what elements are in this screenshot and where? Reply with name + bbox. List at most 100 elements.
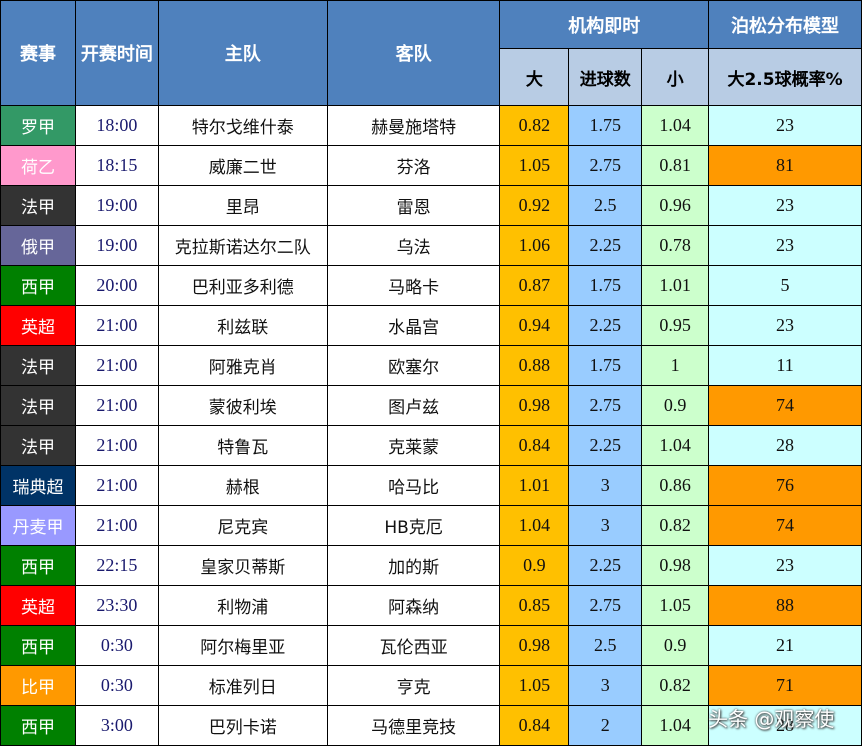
over25-probability: 71 <box>708 665 862 706</box>
kickoff-time: 21:00 <box>74 305 159 346</box>
home-team: 蒙彼利埃 <box>157 385 328 426</box>
table-row: 西甲 3:00 巴列卡诺 马德里竞技 0.84 2 1.04 28 <box>0 705 862 746</box>
goal-line: 2.25 <box>568 425 643 466</box>
over-odds: 0.98 <box>499 625 570 666</box>
away-team: 芬洛 <box>326 145 501 186</box>
table-row: 瑞典超 21:00 赫根 哈马比 1.01 3 0.86 76 <box>0 465 862 506</box>
away-team: 瓦伦西亚 <box>326 625 501 666</box>
over25-probability: 74 <box>708 385 862 426</box>
goal-line: 2.75 <box>568 145 643 186</box>
over25-probability: 23 <box>708 185 862 226</box>
goal-line: 2.25 <box>568 545 643 586</box>
home-team: 克拉斯诺达尔二队 <box>157 225 328 266</box>
league: 法甲 <box>0 345 76 386</box>
over25-probability: 23 <box>708 545 862 586</box>
home-team: 里昂 <box>157 185 328 226</box>
over-odds: 0.85 <box>499 585 570 626</box>
kickoff-time: 20:00 <box>74 265 159 306</box>
league: 法甲 <box>0 385 76 426</box>
goal-line: 2.5 <box>568 625 643 666</box>
under-odds: 0.86 <box>641 465 710 506</box>
league: 比甲 <box>0 665 76 706</box>
home-team: 利兹联 <box>157 305 328 346</box>
kickoff-time: 19:00 <box>74 225 159 266</box>
goal-line: 1.75 <box>568 265 643 306</box>
kickoff-time: 21:00 <box>74 505 159 546</box>
home-team: 威廉二世 <box>157 145 328 186</box>
under-odds: 0.96 <box>641 185 710 226</box>
under-odds: 0.98 <box>641 545 710 586</box>
home-team: 尼克宾 <box>157 505 328 546</box>
over-odds: 1.05 <box>499 665 570 706</box>
league: 西甲 <box>0 265 76 306</box>
league: 英超 <box>0 585 76 626</box>
away-team: 图卢兹 <box>326 385 501 426</box>
goal-line: 2.75 <box>568 585 643 626</box>
under-odds: 1 <box>641 345 710 386</box>
away-team: 克莱蒙 <box>326 425 501 466</box>
home-team: 特鲁瓦 <box>157 425 328 466</box>
under-odds: 0.78 <box>641 225 710 266</box>
under-odds: 0.95 <box>641 305 710 346</box>
over25-probability: 23 <box>708 305 862 346</box>
home-team: 皇家贝蒂斯 <box>157 545 328 586</box>
goal-line: 2.75 <box>568 385 643 426</box>
over-odds: 0.94 <box>499 305 570 346</box>
away-team: 雷恩 <box>326 185 501 226</box>
away-team: 阿森纳 <box>326 585 501 626</box>
kickoff-time: 21:00 <box>74 465 159 506</box>
goal-line: 3 <box>568 505 643 546</box>
league: 丹麦甲 <box>0 505 76 546</box>
header-under: 小 <box>641 48 710 106</box>
under-odds: 0.9 <box>641 385 710 426</box>
over25-probability: 88 <box>708 585 862 626</box>
home-team: 阿尔梅里亚 <box>157 625 328 666</box>
goal-line: 3 <box>568 665 643 706</box>
kickoff-time: 23:30 <box>74 585 159 626</box>
kickoff-time: 18:15 <box>74 145 159 186</box>
home-team: 巴列卡诺 <box>157 705 328 746</box>
away-team: 哈马比 <box>326 465 501 506</box>
kickoff-time: 22:15 <box>74 545 159 586</box>
table-row: 英超 21:00 利兹联 水晶宫 0.94 2.25 0.95 23 <box>0 305 862 346</box>
goal-line: 2 <box>568 705 643 746</box>
header-line: 进球数 <box>568 48 643 106</box>
over-odds: 1.04 <box>499 505 570 546</box>
away-team: 水晶宫 <box>326 305 501 346</box>
under-odds: 1.01 <box>641 265 710 306</box>
kickoff-time: 21:00 <box>74 425 159 466</box>
away-team: 欧塞尔 <box>326 345 501 386</box>
table-row: 比甲 0:30 标准列日 亨克 1.05 3 0.82 71 <box>0 665 862 706</box>
league: 西甲 <box>0 705 76 746</box>
over-odds: 0.88 <box>499 345 570 386</box>
over-odds: 0.92 <box>499 185 570 226</box>
goal-line: 2.25 <box>568 225 643 266</box>
away-team: HB克厄 <box>326 505 501 546</box>
over-odds: 0.84 <box>499 425 570 466</box>
goal-line: 3 <box>568 465 643 506</box>
over-odds: 1.05 <box>499 145 570 186</box>
over25-probability: 28 <box>708 425 862 466</box>
away-team: 赫曼施塔特 <box>326 105 501 146</box>
kickoff-time: 21:00 <box>74 345 159 386</box>
home-team: 阿雅克肖 <box>157 345 328 386</box>
under-odds: 0.82 <box>641 665 710 706</box>
table-row: 丹麦甲 21:00 尼克宾 HB克厄 1.04 3 0.82 74 <box>0 505 862 546</box>
header-over25-prob: 大2.5球概率% <box>708 48 862 106</box>
over-odds: 1.01 <box>499 465 570 506</box>
over25-probability: 23 <box>708 105 862 146</box>
over25-probability: 11 <box>708 345 862 386</box>
league: 西甲 <box>0 625 76 666</box>
header-league: 赛事 <box>0 0 76 106</box>
kickoff-time: 19:00 <box>74 185 159 226</box>
header-poisson-group: 泊松分布模型 <box>708 0 862 49</box>
over25-probability: 81 <box>708 145 862 186</box>
league: 西甲 <box>0 545 76 586</box>
goal-line: 1.75 <box>568 345 643 386</box>
table-row: 西甲 0:30 阿尔梅里亚 瓦伦西亚 0.98 2.5 0.9 21 <box>0 625 862 666</box>
league: 荷乙 <box>0 145 76 186</box>
over-odds: 0.98 <box>499 385 570 426</box>
away-team: 马略卡 <box>326 265 501 306</box>
away-team: 马德里竞技 <box>326 705 501 746</box>
